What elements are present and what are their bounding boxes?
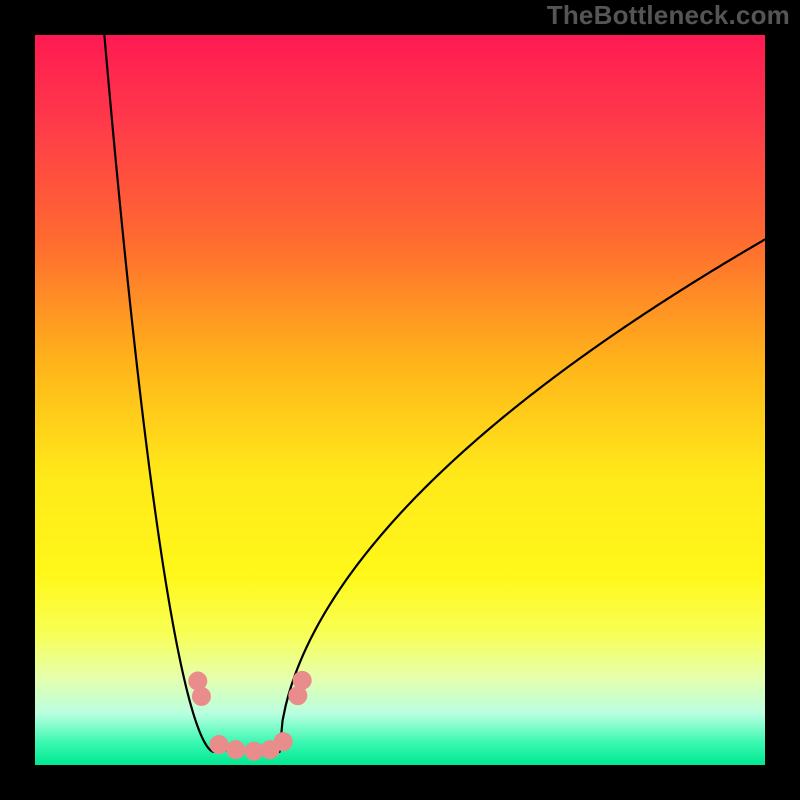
chart-svg-layer (35, 35, 765, 765)
canvas-frame: TheBottleneck.com (0, 0, 800, 800)
watermark-text: TheBottleneck.com (547, 0, 790, 31)
chart-marker (210, 736, 228, 754)
chart-marker (227, 741, 245, 759)
chart-marker (293, 671, 311, 689)
chart-marker (245, 742, 263, 760)
chart-plot-area (35, 35, 765, 765)
chart-curve (104, 35, 765, 752)
chart-marker (274, 733, 292, 751)
chart-marker (192, 687, 210, 705)
